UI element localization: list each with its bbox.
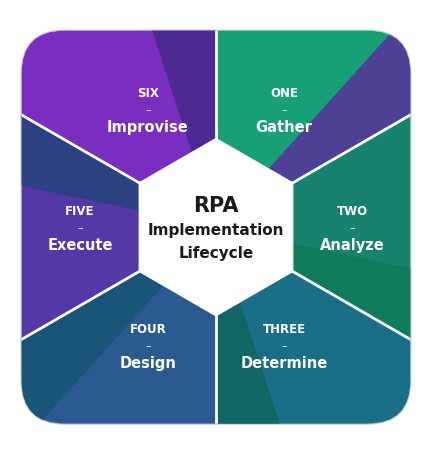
Text: –: – bbox=[145, 340, 151, 350]
Text: Analyze: Analyze bbox=[320, 237, 384, 253]
FancyBboxPatch shape bbox=[22, 32, 410, 424]
Text: Implementation: Implementation bbox=[148, 222, 284, 237]
Polygon shape bbox=[0, 228, 216, 439]
Polygon shape bbox=[216, 85, 432, 370]
Text: Determine: Determine bbox=[241, 355, 327, 370]
Polygon shape bbox=[139, 139, 293, 316]
Polygon shape bbox=[0, 228, 216, 451]
Text: –: – bbox=[77, 223, 83, 233]
Text: Design: Design bbox=[120, 355, 176, 370]
Polygon shape bbox=[216, 0, 432, 228]
Text: Improvise: Improvise bbox=[107, 120, 189, 135]
FancyBboxPatch shape bbox=[22, 32, 410, 424]
Polygon shape bbox=[216, 16, 432, 228]
Polygon shape bbox=[216, 228, 432, 451]
Text: FIVE: FIVE bbox=[65, 205, 95, 218]
Polygon shape bbox=[0, 85, 216, 228]
Text: –: – bbox=[281, 340, 287, 350]
Text: Lifecycle: Lifecycle bbox=[178, 245, 254, 260]
Polygon shape bbox=[216, 228, 304, 451]
Text: Execute: Execute bbox=[47, 237, 113, 253]
Text: RPA: RPA bbox=[193, 195, 239, 215]
Text: THREE: THREE bbox=[263, 322, 305, 336]
Polygon shape bbox=[128, 0, 216, 228]
Text: –: – bbox=[281, 105, 287, 115]
Text: FOUR: FOUR bbox=[130, 322, 166, 336]
Text: Gather: Gather bbox=[256, 120, 312, 135]
Text: SIX: SIX bbox=[137, 87, 159, 100]
Text: TWO: TWO bbox=[337, 205, 368, 218]
Text: ONE: ONE bbox=[270, 87, 298, 100]
Polygon shape bbox=[216, 228, 432, 370]
Text: –: – bbox=[145, 105, 151, 115]
Polygon shape bbox=[0, 0, 216, 228]
Polygon shape bbox=[0, 85, 216, 370]
Text: –: – bbox=[349, 223, 355, 233]
